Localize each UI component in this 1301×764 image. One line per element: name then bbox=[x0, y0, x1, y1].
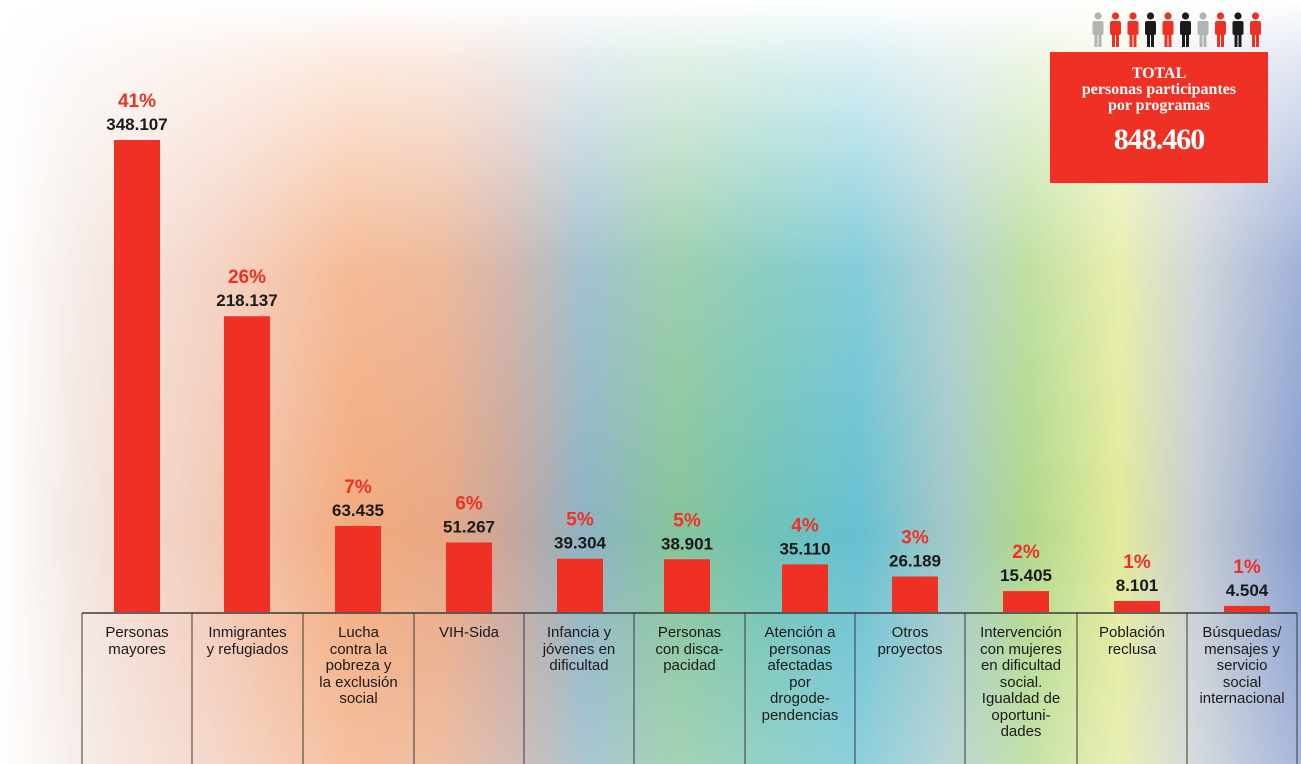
person-icon bbox=[1232, 12, 1244, 47]
bar bbox=[446, 542, 492, 612]
person-icon bbox=[1127, 12, 1139, 47]
value-label: 39.304 bbox=[554, 534, 607, 553]
category-label: Población reclusa bbox=[1099, 624, 1165, 658]
percent-label: 1% bbox=[1233, 557, 1261, 578]
person-icon bbox=[1250, 12, 1261, 47]
percent-label: 5% bbox=[673, 510, 701, 531]
percent-label: 26% bbox=[228, 267, 266, 288]
bar bbox=[1224, 605, 1270, 612]
bar bbox=[1114, 601, 1160, 612]
category-label: Inmigrantes y refugiados bbox=[206, 624, 289, 658]
category-label: Otros proyectos bbox=[877, 624, 943, 658]
category-label: Lucha contra la pobreza y la exclusión s… bbox=[319, 624, 398, 707]
value-label: 15.405 bbox=[1000, 566, 1052, 585]
bar bbox=[557, 558, 603, 612]
value-label: 8.101 bbox=[1116, 576, 1159, 595]
percent-label: 41% bbox=[118, 91, 156, 112]
bar bbox=[892, 576, 938, 612]
value-label: 35.110 bbox=[779, 539, 830, 558]
percent-label: 6% bbox=[455, 493, 483, 514]
category-label: Personas con disca- pacidad bbox=[655, 624, 724, 674]
category-label: VIH-Sida bbox=[438, 624, 500, 641]
value-label: 51.267 bbox=[443, 517, 495, 536]
person-icon bbox=[1180, 12, 1191, 47]
value-label: 38.901 bbox=[661, 534, 713, 553]
percent-label: 7% bbox=[344, 477, 372, 498]
category-label: Personas mayores bbox=[105, 624, 169, 658]
category-label: Búsquedas/ mensajes y servicio social in… bbox=[1199, 624, 1285, 707]
person-icon bbox=[1092, 12, 1104, 47]
total-title: TOTAL bbox=[1131, 65, 1187, 82]
person-icon bbox=[1162, 12, 1174, 47]
value-label: 4.504 bbox=[1226, 581, 1269, 600]
percent-label: 4% bbox=[791, 515, 819, 536]
total-subtitle: personas participantes por programas bbox=[1081, 81, 1237, 114]
value-label: 218.137 bbox=[216, 291, 277, 310]
total-value: 848.460 bbox=[1113, 123, 1206, 156]
percent-label: 1% bbox=[1123, 552, 1151, 573]
bar bbox=[335, 525, 381, 612]
person-icon bbox=[1215, 12, 1226, 47]
bar bbox=[664, 559, 710, 612]
total-box: TOTAL personas participantes por program… bbox=[1050, 52, 1268, 183]
percent-label: 2% bbox=[1012, 542, 1040, 563]
bar bbox=[782, 564, 828, 612]
category-label: Intervención con mujeres en dificultad s… bbox=[980, 624, 1062, 740]
value-label: 26.189 bbox=[889, 551, 941, 570]
category-label: Infancia y jóvenes en dificultad bbox=[542, 624, 616, 674]
person-icon bbox=[1145, 12, 1156, 47]
person-icon bbox=[1197, 12, 1209, 47]
person-icon bbox=[1110, 12, 1121, 47]
bar bbox=[224, 316, 270, 612]
bar bbox=[114, 140, 160, 612]
value-label: 63.435 bbox=[332, 501, 384, 520]
percent-label: 5% bbox=[566, 510, 594, 531]
people-icons bbox=[1092, 12, 1261, 47]
category-label: Atención a personas afectadas por drogod… bbox=[761, 624, 839, 724]
value-label: 348.107 bbox=[106, 115, 167, 134]
percent-label: 3% bbox=[901, 527, 929, 548]
bar bbox=[1003, 591, 1049, 612]
